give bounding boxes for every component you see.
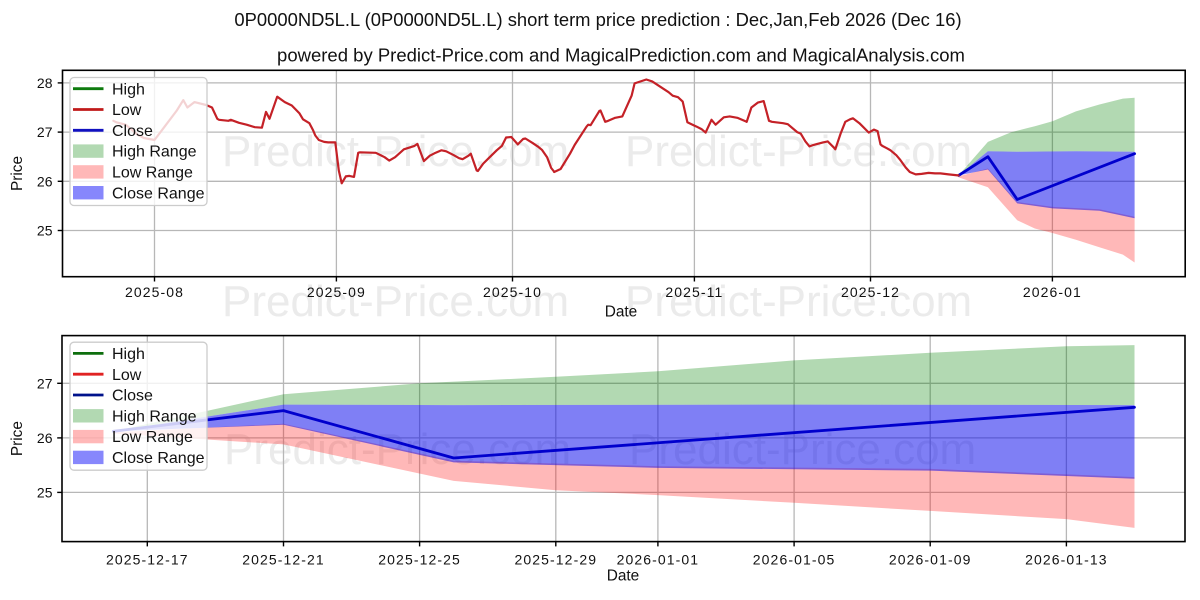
svg-text:Predict-Price.com: Predict-Price.com	[222, 127, 569, 176]
svg-text:powered by Predict-Price.com a: powered by Predict-Price.com and Magical…	[277, 45, 965, 66]
svg-text:Low: Low	[112, 367, 142, 384]
svg-text:Predict-Price.com: Predict-Price.com	[222, 277, 569, 326]
svg-text:2025-09: 2025-09	[307, 284, 366, 300]
svg-text:2026-01-13: 2026-01-13	[1025, 552, 1108, 568]
svg-text:2025-12-17: 2025-12-17	[106, 552, 189, 568]
svg-text:High: High	[112, 346, 145, 363]
svg-text:26: 26	[37, 430, 53, 446]
svg-text:2026-01: 2026-01	[1023, 284, 1082, 300]
svg-text:2025-11: 2025-11	[665, 284, 723, 300]
svg-text:High Range: High Range	[112, 144, 197, 161]
svg-text:2026-01-05: 2026-01-05	[753, 552, 836, 568]
svg-text:26: 26	[37, 173, 53, 189]
svg-text:Close Range: Close Range	[112, 450, 205, 467]
svg-text:28: 28	[37, 75, 53, 91]
svg-text:Date: Date	[605, 304, 638, 321]
svg-text:Predict-Price.com: Predict-Price.com	[625, 277, 972, 326]
svg-text:25: 25	[37, 223, 53, 239]
svg-text:2025-10: 2025-10	[483, 284, 542, 300]
svg-text:2026-01-01: 2026-01-01	[617, 552, 700, 568]
svg-text:2025-12: 2025-12	[841, 284, 900, 300]
svg-text:Close Range: Close Range	[112, 185, 205, 202]
svg-text:High Range: High Range	[112, 408, 197, 425]
svg-text:Close: Close	[112, 123, 153, 140]
svg-text:Close: Close	[112, 388, 153, 405]
svg-text:2025-12-21: 2025-12-21	[242, 552, 325, 568]
svg-text:Date: Date	[607, 568, 640, 585]
svg-text:25: 25	[37, 484, 53, 500]
svg-text:2025-12-25: 2025-12-25	[378, 552, 461, 568]
svg-text:0P0000ND5L.L (0P0000ND5L.L) sh: 0P0000ND5L.L (0P0000ND5L.L) short term p…	[234, 9, 961, 30]
svg-text:2026-01-09: 2026-01-09	[889, 552, 972, 568]
svg-text:High: High	[112, 81, 145, 98]
svg-text:Low Range: Low Range	[112, 165, 193, 182]
svg-text:Low Range: Low Range	[112, 429, 193, 446]
svg-text:Price: Price	[9, 156, 26, 191]
svg-text:Low: Low	[112, 102, 142, 119]
svg-text:2025-12-29: 2025-12-29	[514, 552, 597, 568]
svg-text:Predict-Price.com: Predict-Price.com	[625, 127, 972, 176]
svg-text:27: 27	[37, 375, 53, 391]
svg-text:Price: Price	[9, 421, 26, 456]
svg-text:27: 27	[37, 124, 53, 140]
svg-text:2025-08: 2025-08	[125, 284, 184, 300]
